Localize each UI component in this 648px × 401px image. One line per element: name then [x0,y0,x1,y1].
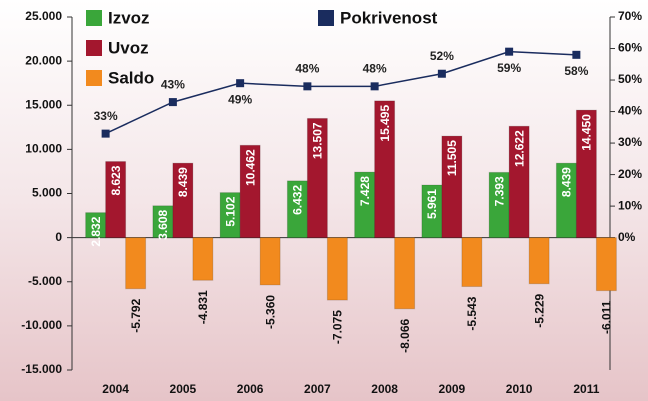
x-tick-label: 2006 [237,382,264,396]
value-label: -8.066 [398,318,412,352]
value-label: 49% [228,92,252,106]
value-label: 7.428 [358,176,372,206]
legend-label: Uvoz [108,38,149,57]
bar [172,162,194,239]
value-label: 33% [94,109,118,123]
value-label: 10.462 [243,149,257,186]
value-label: 5.961 [425,189,439,219]
value-label: 12.622 [512,130,526,167]
value-label: -5.543 [465,296,479,330]
value-label: -5.792 [129,298,143,332]
line-marker [505,47,514,56]
y-tick-label: 5.000 [32,186,62,200]
x-tick-label: 2009 [439,382,466,396]
line-marker [572,50,581,59]
y-tick-label: -5.000 [28,274,62,288]
value-label: 8.623 [109,165,123,195]
y2-tick-label: 30% [618,135,642,149]
y-tick-label: 20.000 [25,53,62,67]
x-tick-label: 2004 [102,382,129,396]
y-tick-label: -15.000 [21,362,62,376]
value-label: 43% [161,77,185,91]
value-label: 14.450 [580,114,594,151]
x-tick-label: 2008 [371,382,398,396]
bar [394,237,416,310]
legend-label: Izvoz [108,8,150,27]
bar [508,125,530,239]
value-label: -5.360 [263,295,277,329]
y2-tick-label: 0% [618,230,636,244]
value-label: 15.495 [378,105,392,142]
line-marker [101,129,110,138]
value-label: 13.507 [311,122,325,159]
bar [306,117,328,239]
line-marker [437,69,446,78]
legend-swatch [318,10,334,26]
y2-tick-label: 70% [618,9,642,23]
y2-tick-label: 10% [618,198,642,212]
y-tick-label: 25.000 [25,9,62,23]
bar [575,109,597,239]
line-marker [236,79,245,88]
value-label: 3.608 [156,209,170,239]
legend-label: Pokrivenost [340,8,438,27]
bar [461,237,483,288]
bar [125,237,147,290]
x-tick-label: 2011 [573,382,599,396]
value-label: 8.439 [560,167,574,197]
legend-label: Saldo [108,68,154,87]
legend-swatch [86,10,102,26]
y2-tick-label: 40% [618,104,642,118]
value-label: 58% [564,64,588,78]
value-label: -7.075 [331,310,345,344]
y-tick-label: 0 [55,230,62,244]
line-marker [370,82,379,91]
legend-swatch [86,70,102,86]
bar [326,237,348,301]
y-tick-label: -10.000 [21,318,62,332]
value-label: 7.393 [492,176,506,206]
y-tick-label: 10.000 [25,142,62,156]
bar [595,237,617,292]
bar [441,135,463,239]
value-label: 8.439 [176,167,190,197]
value-label: 2.832 [89,216,103,246]
value-label: 59% [497,61,521,75]
y-tick-label: 15.000 [25,97,62,111]
y2-tick-label: 20% [618,167,642,181]
bar [105,161,127,239]
value-label: -5.229 [532,293,546,327]
value-label: 48% [295,62,319,76]
y2-tick-label: 50% [618,72,642,86]
value-label: -4.831 [196,290,210,324]
value-label: 6.432 [291,185,305,215]
y2-tick-label: 60% [618,41,642,55]
bar [259,237,281,286]
value-label: 11.505 [445,140,459,176]
value-label: -6.011 [600,300,614,334]
legend-swatch [86,40,102,56]
line-marker [303,82,312,91]
line-marker [168,98,177,107]
bar [239,144,261,239]
bar [192,237,214,281]
x-tick-label: 2010 [506,382,533,396]
x-tick-label: 2007 [304,382,331,396]
bar [528,237,550,285]
coverage-line [105,50,577,135]
value-label: 48% [363,62,387,76]
value-label: 52% [430,49,454,63]
value-label: 5.102 [223,196,237,226]
bar [374,100,396,239]
x-tick-label: 2005 [170,382,197,396]
